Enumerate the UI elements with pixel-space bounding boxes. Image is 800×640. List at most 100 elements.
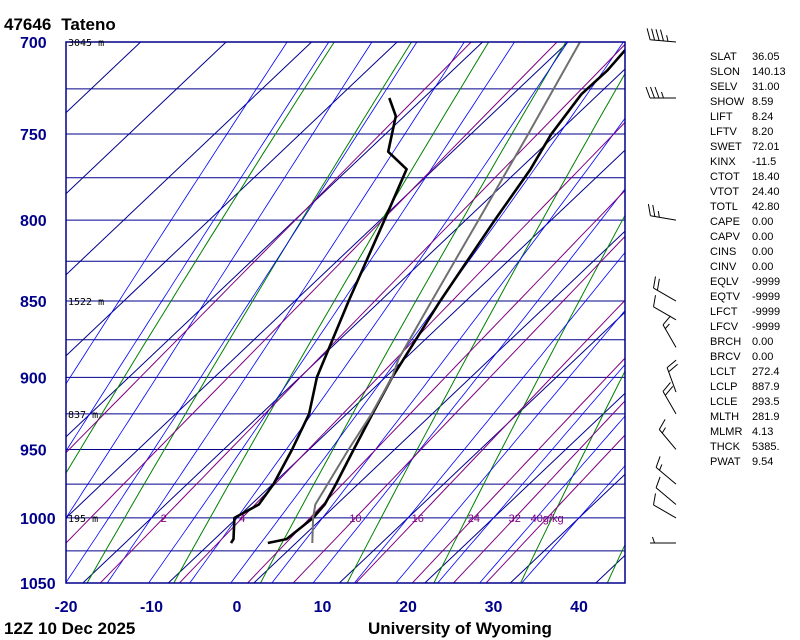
isotherm-line <box>253 230 625 583</box>
sounding-profiles <box>229 42 625 545</box>
pressure-tick-label: 850 <box>20 294 47 311</box>
index-value: -9999 <box>752 321 781 333</box>
index-key: BRCH <box>710 336 742 348</box>
index-key: CAPE <box>710 216 740 228</box>
isotherm-line <box>424 392 625 583</box>
index-row: CAPV 0.00 <box>710 230 800 245</box>
index-key: KINX <box>710 156 736 168</box>
index-key: LFCV <box>710 321 739 333</box>
wind-barb <box>653 295 677 321</box>
wind-barb <box>662 315 677 348</box>
index-row: SLON 140.13 <box>710 65 800 80</box>
temperature-tick-label: 0 <box>233 599 242 616</box>
wind-barb <box>662 382 677 415</box>
index-value: -11.5 <box>752 156 777 168</box>
index-key: VTOT <box>710 186 740 198</box>
moist-adiabat-line <box>354 251 625 583</box>
pressure-tick-label: 750 <box>20 127 47 144</box>
index-row: CAPE 0.00 <box>710 215 800 230</box>
dry-adiabat-line <box>66 42 335 474</box>
index-key: MLTH <box>710 411 740 423</box>
moist-adiabat-line <box>189 42 569 583</box>
isotherm-line <box>509 473 625 583</box>
moist-adiabat-line <box>521 465 625 583</box>
mixing-ratio-label: 4 <box>239 513 245 525</box>
index-value: -9999 <box>752 306 781 318</box>
index-value: 36.05 <box>752 51 780 63</box>
index-row: VTOT 24.40 <box>710 185 800 200</box>
station-title: 47646 Tateno <box>4 15 116 34</box>
moist-adiabat-line <box>312 188 625 583</box>
index-row: THCK 5385. <box>710 440 800 455</box>
index-row: SWET 72.01 <box>710 140 800 155</box>
pressure-tick-label: 800 <box>20 213 47 230</box>
pressure-tick-label: 700 <box>20 35 47 52</box>
index-value: 0.00 <box>752 261 774 273</box>
mixing-ratio-label: 32 <box>509 513 521 525</box>
height-label: 3045 m <box>68 38 104 49</box>
moist-adiabat-line <box>148 42 515 583</box>
indices-table: SLAT 36.05 SLON 140.13 SELV 31.00 SHOW 8.59 LIFT… <box>710 50 800 470</box>
temperature-tick-label: 20 <box>399 599 417 616</box>
station-name: Tateno <box>61 15 115 34</box>
index-key: LCLT <box>710 366 737 378</box>
mixing-ratio-line <box>485 434 625 583</box>
index-value: 0.00 <box>752 246 774 258</box>
plot-frame <box>65 41 626 584</box>
dewpoint-profile <box>229 97 408 544</box>
station-id: 47646 <box>4 15 51 34</box>
mixing-ratio-label: 2 <box>161 513 167 525</box>
index-value: 293.5 <box>752 396 780 408</box>
wind-barb <box>655 476 677 505</box>
isotherm-line <box>66 42 227 195</box>
pressure-tick-label: 950 <box>20 442 47 459</box>
index-value: 0.00 <box>752 216 774 228</box>
index-key: MLMR <box>710 426 743 438</box>
dry-adiabat-line <box>260 42 567 583</box>
index-key: LCLP <box>710 381 738 393</box>
height-label: 837 m <box>68 410 98 421</box>
index-row: SHOW 8.59 <box>710 95 800 110</box>
index-row: MLTH 281.9 <box>710 410 800 425</box>
index-key: THCK <box>710 441 740 453</box>
index-value: 887.9 <box>752 381 780 393</box>
index-key: EQLV <box>710 276 739 288</box>
parcel-profile <box>311 42 581 544</box>
index-key: SLON <box>710 66 740 78</box>
isotherm-line <box>66 42 483 438</box>
moist-adiabat-line <box>271 117 625 583</box>
temperature-tick-label: 40 <box>570 599 588 616</box>
index-row: LFTV 8.20 <box>710 125 800 140</box>
isotherm-line <box>167 149 625 583</box>
dry-adiabat-line <box>86 42 412 583</box>
wind-barb <box>649 536 677 544</box>
wind-barb <box>655 456 677 485</box>
index-value: 8.24 <box>752 111 774 123</box>
index-value: 4.13 <box>752 426 774 438</box>
index-value: 140.13 <box>752 66 786 78</box>
index-value: 272.4 <box>752 366 780 378</box>
wind-barb <box>645 86 677 99</box>
temperature-tick-label: -10 <box>140 599 163 616</box>
moist-adiabat-line <box>66 42 418 583</box>
index-row: SELV 31.00 <box>710 80 800 95</box>
background-lines <box>66 42 625 583</box>
temperature-tick-label: -20 <box>54 599 77 616</box>
mixing-ratio-label: 40g/kg <box>531 513 564 525</box>
height-labels: 3045 m 1522 m 837 m 195 m <box>68 38 104 525</box>
mixing-ratio-label: 10 <box>349 513 361 525</box>
mixing-ratio-line <box>99 43 625 583</box>
index-row: LCLT 272.4 <box>710 365 800 380</box>
pressure-tick-label: 1000 <box>20 511 56 528</box>
index-value: 0.00 <box>752 231 774 243</box>
index-row: LIFT 8.24 <box>710 110 800 125</box>
mixing-ratio-label: 24 <box>468 513 480 525</box>
index-value: 24.40 <box>752 186 780 198</box>
index-value: 0.00 <box>752 336 774 348</box>
moist-adiabat-line <box>437 363 625 583</box>
mixing-ratio-line <box>247 189 625 583</box>
index-key: SELV <box>710 81 738 93</box>
index-key: CINS <box>710 246 737 258</box>
index-row: CINS 0.00 <box>710 245 800 260</box>
